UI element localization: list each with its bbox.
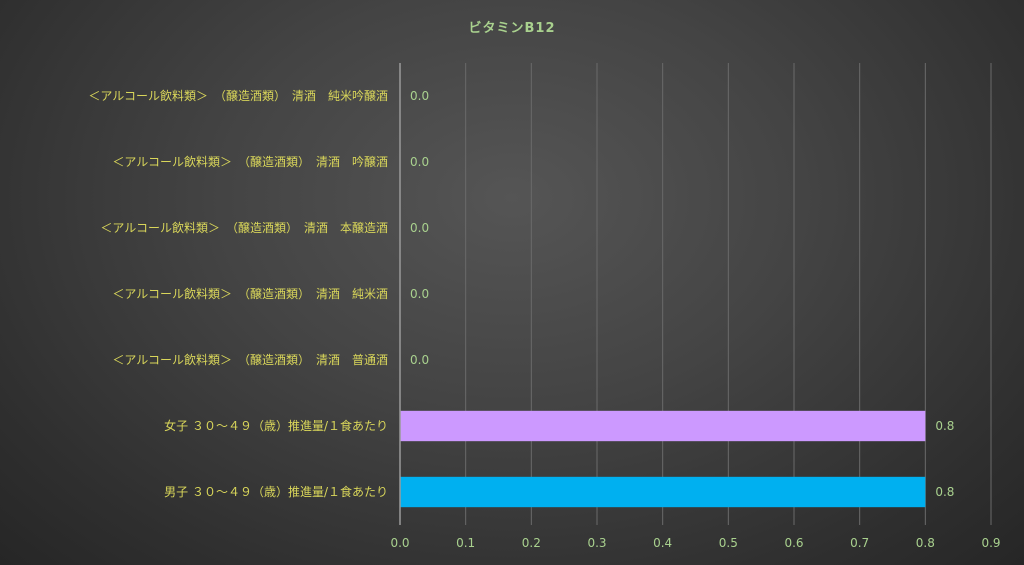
data-label: 0.0: [410, 155, 429, 169]
bars: [400, 410, 926, 508]
bar: [400, 410, 926, 442]
category-label: ＜アルコール飲料類＞ （醸造酒類） 清酒 普通酒: [112, 352, 388, 367]
x-tick-label: 0.3: [587, 536, 606, 550]
labels: 0.0 0.1 0.2 0.3 0.4 0.5 0.6 0.7 0.8 0.9 ＜アルコール飲料類＞…: [88, 88, 1000, 550]
chart-title: ビタミンB12: [469, 20, 556, 36]
x-tick-label: 0.9: [981, 536, 1000, 550]
category-label: ＜アルコール飲料類＞ （醸造酒類） 清酒 吟醸酒: [112, 154, 388, 169]
category-label: 男子 ３０～４９（歳）推進量/１食あたり: [164, 484, 388, 499]
data-label: 0.0: [410, 353, 429, 367]
category-label: ＜アルコール飲料類＞ （醸造酒類） 清酒 純米酒: [112, 286, 388, 301]
category-label: 女子 ３０～４９（歳）推進量/１食あたり: [164, 418, 388, 433]
x-tick-label: 0.1: [456, 536, 475, 550]
x-tick-label: 0.6: [784, 536, 803, 550]
data-label: 0.0: [410, 287, 429, 301]
data-label: 0.0: [410, 221, 429, 235]
x-tick-label: 0.8: [916, 536, 935, 550]
x-tick-label: 0.0: [390, 536, 409, 550]
bar: [400, 476, 926, 508]
category-label: ＜アルコール飲料類＞ （醸造酒類） 清酒 本醸造酒: [100, 220, 388, 235]
x-tick-label: 0.2: [522, 536, 541, 550]
x-tick-label: 0.4: [653, 536, 672, 550]
x-tick-label: 0.7: [850, 536, 869, 550]
data-label: 0.8: [935, 485, 954, 499]
data-label: 0.8: [935, 419, 954, 433]
data-label: 0.0: [410, 89, 429, 103]
x-tick-label: 0.5: [719, 536, 738, 550]
gridlines: [465, 63, 992, 525]
category-label: ＜アルコール飲料類＞ （醸造酒類） 清酒 純米吟醸酒: [88, 88, 388, 103]
